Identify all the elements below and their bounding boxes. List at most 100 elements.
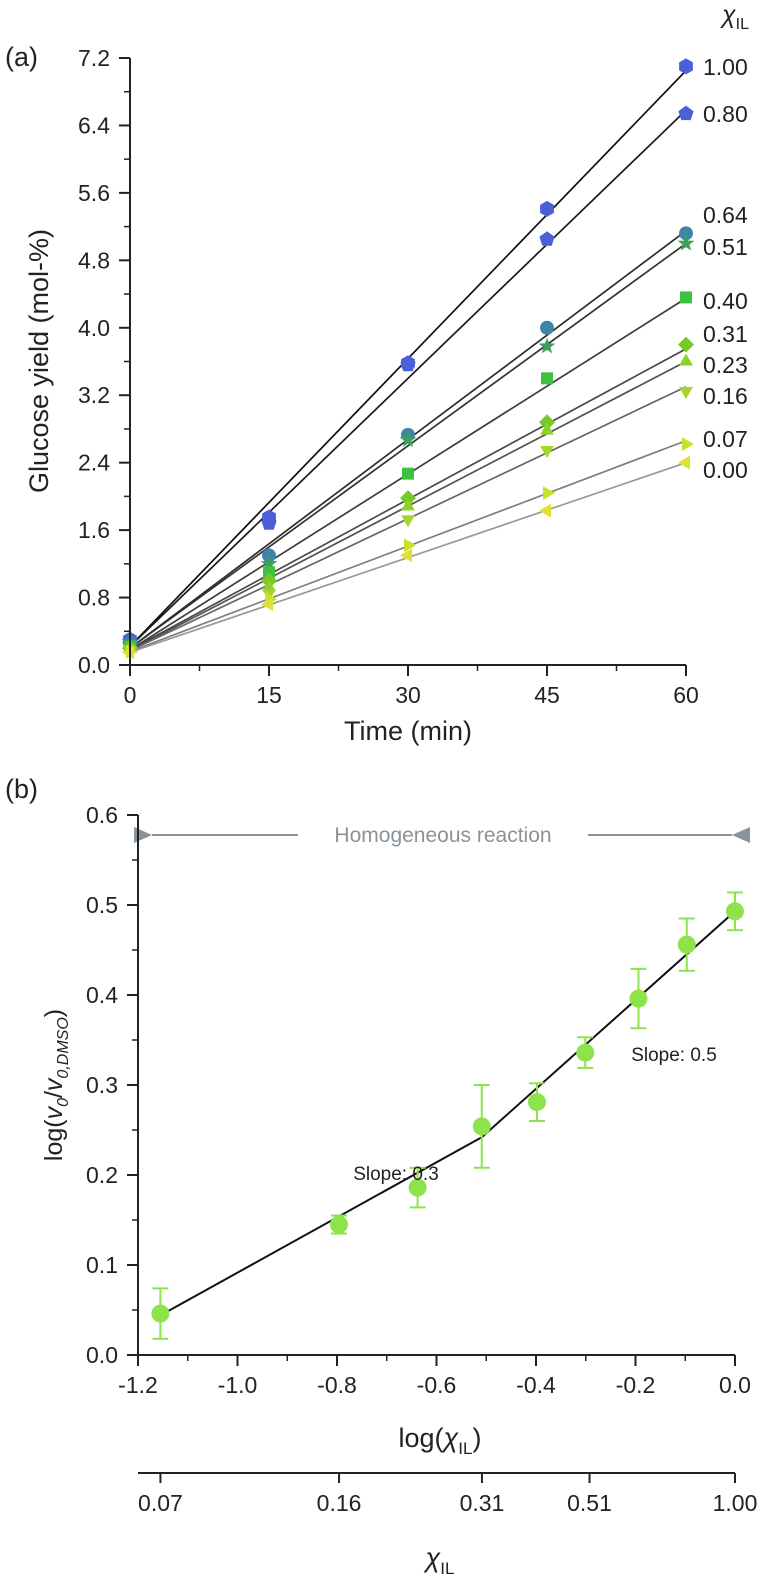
slope-high-label: Slope: 0.5 <box>631 1045 717 1066</box>
slope-low-label: Slope: 0.3 <box>353 1164 439 1185</box>
data-point-8 <box>677 935 696 954</box>
marker-0.64-t45 <box>540 320 554 335</box>
marker-0.80-t60 <box>678 105 694 121</box>
data-point-7 <box>629 989 648 1008</box>
marker-0.80-t30 <box>400 356 416 372</box>
marker-0.23-t15 <box>262 579 276 592</box>
marker-0.40-t15 <box>263 566 275 579</box>
marker-0.00-t45 <box>539 503 551 518</box>
series-label-0.31: 0.31 <box>703 321 748 347</box>
x-tick-label: -1.0 <box>218 1372 258 1398</box>
marker-0.23-t45 <box>540 422 554 435</box>
series-label-0.16: 0.16 <box>703 383 748 409</box>
data-point-4 <box>472 1117 491 1136</box>
y-tick-label: 0.8 <box>78 585 110 611</box>
y-tick-label: 4.0 <box>78 315 110 341</box>
homogeneous-reaction-label: Homogeneous reaction <box>334 824 551 847</box>
x-tick-label: 15 <box>256 682 282 708</box>
y-tick-label: 0.0 <box>78 652 110 678</box>
x-tick-label: -0.4 <box>516 1372 556 1398</box>
y-tick-label: 2.4 <box>78 450 110 476</box>
marker-0.00-t60 <box>678 455 690 470</box>
y-tick-label: 0.4 <box>86 982 118 1008</box>
series-label-0.80: 0.80 <box>703 101 748 127</box>
x-tick-label: 0 <box>124 682 137 708</box>
y-tick-label: 4.8 <box>78 247 110 273</box>
series-label-0.23: 0.23 <box>703 352 748 378</box>
y-axis-title: Glucose yield (mol-%) <box>24 229 54 493</box>
marker-1.00-t60 <box>679 58 693 75</box>
series-label-0.64: 0.64 <box>703 202 748 228</box>
x-tick-label: -0.2 <box>616 1372 656 1398</box>
marker-0.40-t30 <box>402 467 414 480</box>
marker-1.00-t45 <box>540 200 554 217</box>
panel-a-glucose-yield-chart: (a) χIL 0 15 30 45 60 0.0 0.8 1.6 2.4 3.2 4.0 4.8 5… <box>5 1 749 746</box>
marker-0.00-t30 <box>400 548 412 563</box>
panel-b-label: (b) <box>5 774 38 804</box>
x-tick-label: -0.6 <box>417 1372 457 1398</box>
marker-0.80-t45 <box>539 231 555 246</box>
fit-segment-2 <box>481 910 736 1138</box>
marker-0.07-t60 <box>682 437 694 451</box>
series-label-0.07: 0.07 <box>703 426 748 452</box>
legend-title-chi-il: χIL <box>720 1 749 33</box>
panel-b-rate-chart: (b) Homogeneous reaction -1.2 -1.0 -0.8 -0.… <box>5 774 757 1578</box>
marker-0.07-t45 <box>543 486 555 500</box>
data-point-9 <box>726 902 744 921</box>
y-tick-label: 1.6 <box>78 517 110 543</box>
series-label-0.00: 0.00 <box>703 457 748 483</box>
series-label-0.40: 0.40 <box>703 288 748 314</box>
fit-segments <box>159 910 736 1317</box>
secondary-axis-title: χIL <box>424 1543 455 1578</box>
marker-0.64-t60 <box>679 226 693 241</box>
marker-0.51-t60 <box>677 234 695 251</box>
x-tick-label: 0.0 <box>719 1372 751 1398</box>
panel-a-label: (a) <box>5 42 38 72</box>
marker-0.07-t30 <box>404 538 416 553</box>
secondary-chi-axis: 0.07 0.16 0.31 0.51 1.00 <box>138 1472 758 1516</box>
marker-0.51-t30 <box>399 431 417 447</box>
x-tick-label: -1.2 <box>118 1372 158 1398</box>
y-tick-label: 0.1 <box>86 1252 118 1278</box>
marker-0.80-t15 <box>261 515 277 530</box>
y-tick-label: 0.2 <box>86 1162 118 1188</box>
x-tick-label: 60 <box>673 682 699 708</box>
axes-frame <box>137 815 735 1356</box>
fit-line-0.80 <box>129 109 687 648</box>
y-tick-label: 0.0 <box>86 1342 118 1368</box>
data-point-6 <box>576 1043 595 1062</box>
homogeneous-reaction-arrow: Homogeneous reaction <box>134 824 750 847</box>
marker-0.51-t15 <box>260 555 278 571</box>
data-point-3 <box>408 1178 427 1197</box>
series-label-1.00: 1.00 <box>703 54 748 80</box>
marker-0.31-t45 <box>539 414 555 431</box>
y-tick-label: 6.4 <box>78 112 110 138</box>
y-tick-label: 0.6 <box>86 802 118 828</box>
x-axis-title: Time (min) <box>344 716 472 746</box>
y-tick-label: 7.2 <box>78 45 110 71</box>
fit-segment-1 <box>159 1136 483 1317</box>
data-point-5 <box>527 1093 546 1112</box>
secondary-tick-label: 0.07 <box>138 1490 183 1516</box>
marker-0.51-t45 <box>538 337 556 354</box>
series-label-0.51: 0.51 <box>703 234 748 260</box>
marker-0.16-t60 <box>679 387 693 399</box>
marker-0.23-t60 <box>679 353 693 366</box>
secondary-tick-label: 0.31 <box>460 1490 505 1516</box>
secondary-tick-label: 0.16 <box>317 1490 362 1516</box>
marker-0.40-t45 <box>541 372 553 385</box>
secondary-tick-label: 1.00 <box>713 1490 758 1516</box>
marker-0.40-t60 <box>680 291 692 304</box>
x-tick-label: 30 <box>395 682 421 708</box>
secondary-tick-label: 0.51 <box>567 1490 612 1516</box>
data-points <box>151 891 744 1340</box>
x-axis-title: log(χIL) <box>399 1423 482 1458</box>
y-tick-label: 0.5 <box>86 892 118 918</box>
fit-line-0.51 <box>129 242 687 649</box>
y-tick-label: 3.2 <box>78 382 110 408</box>
marker-0.31-t60 <box>678 336 694 353</box>
y-axis-title: log(v0/v0,DMSO) <box>40 1009 72 1161</box>
y-tick-label: 5.6 <box>78 180 110 206</box>
marker-0.31-t30 <box>400 490 416 507</box>
